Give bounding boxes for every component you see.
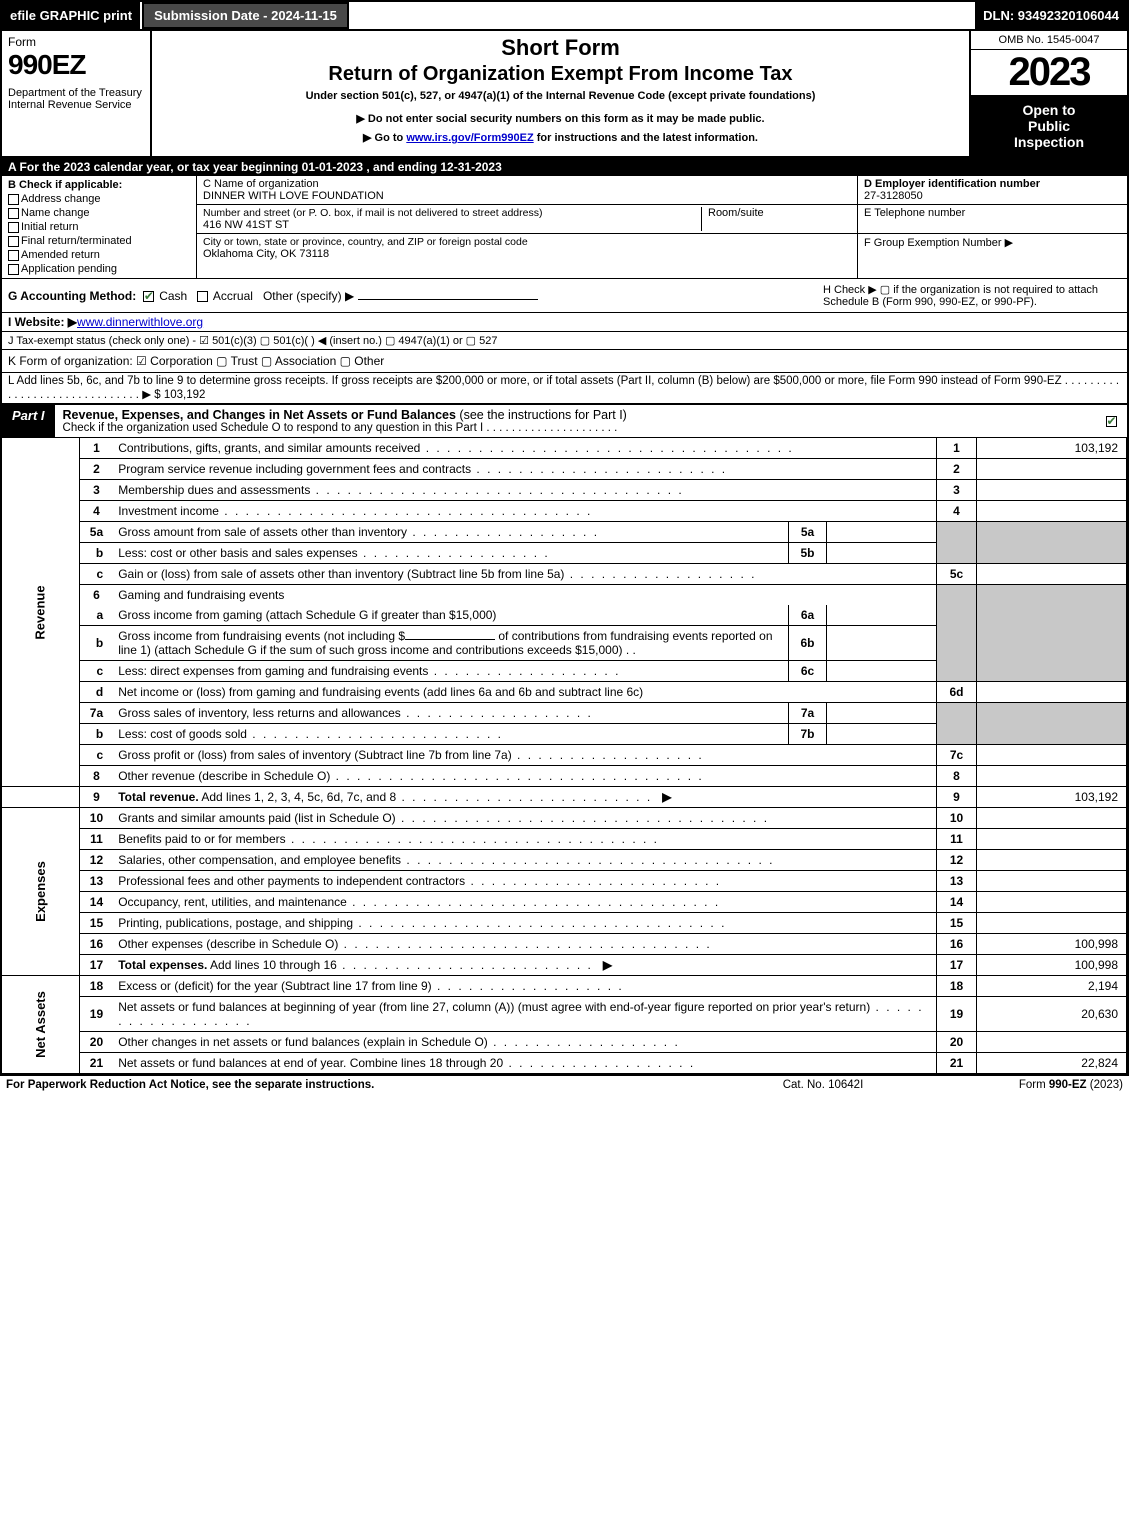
- box-h-schedule-b: H Check ▶ ▢ if the organization is not r…: [817, 279, 1127, 312]
- form-header: Form 990EZ Department of the Treasury In…: [2, 31, 1127, 158]
- line17-amount: 100,998: [977, 955, 1127, 976]
- catalog-number: Cat. No. 10642I: [723, 1079, 923, 1091]
- submission-date: Submission Date - 2024-11-15: [142, 2, 349, 29]
- row-a-period: A For the 2023 calendar year, or tax yea…: [2, 158, 1127, 176]
- row-l-gross-receipts: L Add lines 5b, 6c, and 7b to line 9 to …: [2, 373, 1127, 405]
- street-address: 416 NW 41ST ST: [203, 219, 701, 231]
- open-to-public: Open to Public Inspection: [971, 96, 1127, 156]
- col-c-org-info: C Name of organization DINNER WITH LOVE …: [197, 176, 857, 278]
- accounting-method: G Accounting Method: Cash Accrual Other …: [2, 279, 817, 312]
- city-state-zip: Oklahoma City, OK 73118: [203, 248, 528, 260]
- ein-value: 27-3128050: [864, 190, 1121, 202]
- org-name: DINNER WITH LOVE FOUNDATION: [203, 190, 851, 202]
- gross-receipts-amount: 103,192: [164, 389, 206, 401]
- form-title: Return of Organization Exempt From Incom…: [160, 63, 961, 86]
- dln-label: DLN: 93492320106044: [975, 2, 1127, 29]
- row-j-tax-status: J Tax-exempt status (check only one) - ☑…: [2, 332, 1127, 350]
- box-d-ein: D Employer identification number 27-3128…: [858, 176, 1127, 205]
- efile-label: efile GRAPHIC print: [2, 2, 140, 29]
- line18-amount: 2,194: [977, 976, 1127, 997]
- col-b-checkboxes: B Check if applicable: Address change Na…: [2, 176, 197, 278]
- line16-amount: 100,998: [977, 934, 1127, 955]
- form-subtitle: Under section 501(c), 527, or 4947(a)(1)…: [160, 90, 961, 102]
- header-right: OMB No. 1545-0047 2023 Open to Public In…: [969, 31, 1127, 156]
- col-d-e-f: D Employer identification number 27-3128…: [857, 176, 1127, 278]
- chk-accrual[interactable]: [197, 291, 208, 302]
- org-name-label: C Name of organization: [203, 178, 851, 190]
- header-center: Short Form Return of Organization Exempt…: [152, 31, 969, 156]
- ssn-warning: ▶ Do not enter social security numbers o…: [160, 112, 961, 125]
- website-link[interactable]: www.dinnerwithlove.org: [77, 315, 203, 329]
- line19-amount: 20,630: [977, 997, 1127, 1032]
- line1-amount: 103,192: [977, 438, 1127, 459]
- box-f-group: F Group Exemption Number ▶: [858, 234, 1127, 278]
- chk-name-change[interactable]: Name change: [8, 207, 190, 219]
- tax-year: 2023: [971, 50, 1127, 96]
- paperwork-notice: For Paperwork Reduction Act Notice, see …: [6, 1079, 723, 1091]
- row-g-h: G Accounting Method: Cash Accrual Other …: [2, 279, 1127, 313]
- form-number: 990EZ: [8, 49, 144, 81]
- box-e-phone: E Telephone number: [858, 205, 1127, 234]
- room-suite: Room/suite: [701, 207, 851, 231]
- page-footer: For Paperwork Reduction Act Notice, see …: [0, 1076, 1129, 1094]
- header-left: Form 990EZ Department of the Treasury In…: [2, 31, 152, 156]
- side-net-assets: Net Assets: [2, 976, 79, 1074]
- form-word: Form: [8, 35, 144, 49]
- chk-amended-return[interactable]: Amended return: [8, 249, 190, 261]
- form-id-footer: Form 990-EZ (2023): [923, 1079, 1123, 1091]
- omb-number: OMB No. 1545-0047: [971, 31, 1127, 50]
- side-expenses: Expenses: [2, 808, 79, 976]
- chk-schedule-o-part1[interactable]: [1106, 416, 1117, 427]
- city-label: City or town, state or province, country…: [203, 236, 528, 248]
- chk-cash[interactable]: [143, 291, 154, 302]
- street-label: Number and street (or P. O. box, if mail…: [203, 207, 701, 219]
- row-i-website: I Website: ▶www.dinnerwithlove.org: [2, 313, 1127, 332]
- block-b-through-f: B Check if applicable: Address change Na…: [2, 176, 1127, 279]
- chk-final-return[interactable]: Final return/terminated: [8, 235, 190, 247]
- irs-link[interactable]: www.irs.gov/Form990EZ: [406, 132, 533, 144]
- short-form-label: Short Form: [160, 35, 961, 61]
- form-container: efile GRAPHIC print Submission Date - 20…: [0, 0, 1129, 1076]
- goto-note: ▶ Go to www.irs.gov/Form990EZ for instru…: [160, 131, 961, 144]
- department: Department of the Treasury Internal Reve…: [8, 87, 144, 111]
- top-bar: efile GRAPHIC print Submission Date - 20…: [2, 2, 1127, 31]
- side-revenue: Revenue: [2, 438, 79, 787]
- chk-initial-return[interactable]: Initial return: [8, 221, 190, 233]
- chk-address-change[interactable]: Address change: [8, 193, 190, 205]
- part-i-table: Revenue 1 Contributions, gifts, grants, …: [2, 438, 1127, 1074]
- line21-amount: 22,824: [977, 1053, 1127, 1074]
- part-i-header: Part I Revenue, Expenses, and Changes in…: [2, 405, 1127, 438]
- row-k-org-form: K Form of organization: ☑ Corporation ▢ …: [2, 350, 1127, 373]
- chk-application-pending[interactable]: Application pending: [8, 263, 190, 275]
- line9-amount: 103,192: [977, 787, 1127, 808]
